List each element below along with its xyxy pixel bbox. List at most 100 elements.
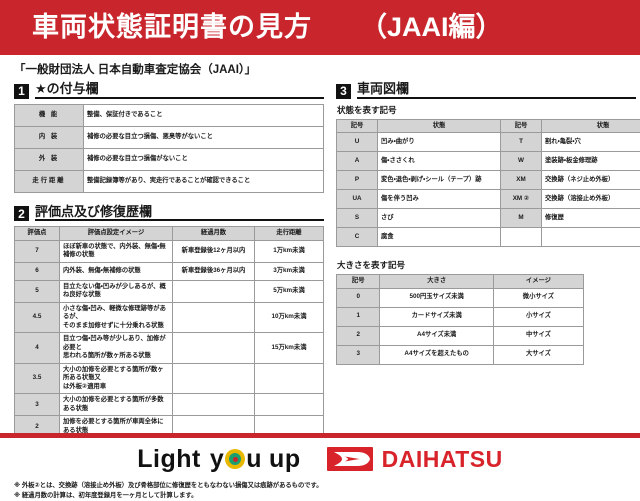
subtitle: 「一般財団法人 日本自動車査定協会（JAAI）」 bbox=[14, 61, 640, 77]
score-image: 大小の加修を必要とする箇所が数ヶ所ある状態又 は外板②適用車 bbox=[60, 363, 173, 394]
table-row: 2 A4サイズ未満 中サイズ bbox=[337, 326, 584, 345]
star-criteria-body: 機 能 整備、保証付きであること 内 装 補修の必要な目立つ損傷、悪臭等がないこ… bbox=[15, 104, 324, 192]
section2-number: 2 bbox=[14, 206, 29, 221]
score-months bbox=[173, 363, 255, 394]
score-image: 目立つ傷・凹み等が少しあり、加修が必要と 思われる箇所が数ヶ所ある状態 bbox=[60, 333, 173, 364]
symbol-left: C bbox=[337, 228, 378, 247]
table-header-row: 記号 大きさ イメージ bbox=[337, 275, 584, 289]
table-row: 外 装 補修の必要な目立つ損傷がないこと bbox=[15, 148, 324, 170]
score-months bbox=[173, 394, 255, 416]
page-title-suffix: （JAAI編） bbox=[360, 14, 503, 41]
state-left: さび bbox=[378, 209, 501, 228]
table-row: 5 目立たない傷・凹みが少しあるが、概ね良好な状態 5万km未満 bbox=[15, 280, 324, 302]
symbol-right bbox=[501, 228, 542, 247]
column-header-symbol-right: 記号 bbox=[501, 119, 542, 133]
criteria-key: 走行距離 bbox=[15, 170, 84, 192]
criteria-key: 内 装 bbox=[15, 126, 84, 148]
table-row: 3.5 大小の加修を必要とする箇所が数ヶ所ある状態又 は外板②適用車 bbox=[15, 363, 324, 394]
tagline: Light y u up bbox=[137, 447, 300, 472]
symbol-left: UA bbox=[337, 190, 378, 209]
state-symbols-body: U 凹み・曲がり T 割れ・亀裂・穴 A 傷・ささくれ W 塗装跡・板金修理跡 … bbox=[337, 133, 640, 247]
state-right: 塗装跡・板金修理跡 bbox=[542, 152, 640, 171]
table-row: 0 500円玉サイズ未満 微小サイズ bbox=[337, 288, 584, 307]
section2-heading: 2 評価点及び修復歴欄 bbox=[14, 205, 324, 222]
table-row: P 変色・退色・剥げ・シール（テープ）跡 XM 交換跡（ネジ止め外板） bbox=[337, 171, 640, 190]
score-months: 新車登録後12ヶ月以内 bbox=[173, 240, 255, 262]
size-text: A4サイズを超えたもの bbox=[380, 345, 493, 364]
table-row: U 凹み・曲がり T 割れ・亀裂・穴 bbox=[337, 133, 640, 152]
size-symbols-head: 記号 大きさ イメージ bbox=[337, 275, 584, 289]
state-left: 凹み・曲がり bbox=[378, 133, 501, 152]
brand-lockup: DAIHATSU bbox=[327, 447, 503, 471]
score-image: 小さな傷・凹み、軽微な修理跡等があるが、 そのまま加修せずに十分乗れる状態 bbox=[60, 302, 173, 333]
score-mileage bbox=[255, 394, 324, 416]
size-symbol: 3 bbox=[337, 345, 380, 364]
score-mileage: 5万km未満 bbox=[255, 280, 324, 302]
score-mileage: 15万km未満 bbox=[255, 333, 324, 364]
table-row: UA 傷を伴う凹み XM ② 交換跡（溶接止め外板） bbox=[337, 190, 640, 209]
size-image: 微小サイズ bbox=[493, 288, 583, 307]
page-title: 車両状態証明書の見方 bbox=[32, 14, 312, 41]
size-image: 小サイズ bbox=[493, 307, 583, 326]
score-months bbox=[173, 333, 255, 364]
column-header-size: 大きさ bbox=[380, 275, 493, 289]
score-value: 3.5 bbox=[15, 363, 60, 394]
state-left: 傷を伴う凹み bbox=[378, 190, 501, 209]
table-row: 4.5 小さな傷・凹み、軽微な修理跡等があるが、 そのまま加修せずに十分乗れる状… bbox=[15, 302, 324, 333]
left-column: 1 ★の付与欄 機 能 整備、保証付きであること 内 装 補修の必要な目立つ損傷… bbox=[14, 82, 324, 474]
state-symbols-head: 記号 状態 記号 状態 bbox=[337, 119, 640, 133]
table-header-row: 記号 状態 記号 状態 bbox=[337, 119, 640, 133]
state-left: 傷・ささくれ bbox=[378, 152, 501, 171]
column-header-months: 経過月数 bbox=[173, 227, 255, 241]
score-image: ほぼ新車の状態で、内外装、無傷・無補修の状態 bbox=[60, 240, 173, 262]
score-value: 5 bbox=[15, 280, 60, 302]
table-row: 3 大小の加修を必要とする箇所が多数ある状態 bbox=[15, 394, 324, 416]
table-row: 4 目立つ傷・凹み等が少しあり、加修が必要と 思われる箇所が数ヶ所ある状態 15… bbox=[15, 333, 324, 364]
size-image: 中サイズ bbox=[493, 326, 583, 345]
table-row: 内 装 補修の必要な目立つ損傷、悪臭等がないこと bbox=[15, 126, 324, 148]
column-header-size-image: イメージ bbox=[493, 275, 583, 289]
score-image: 目立たない傷・凹みが少しあるが、概ね良好な状態 bbox=[60, 280, 173, 302]
section1-title: ★の付与欄 bbox=[35, 82, 324, 99]
section3-number: 3 bbox=[336, 84, 351, 99]
star-criteria-table: 機 能 整備、保証付きであること 内 装 補修の必要な目立つ損傷、悪臭等がないこ… bbox=[14, 104, 324, 193]
score-image: 内外装、無傷・無補修の状態 bbox=[60, 262, 173, 280]
content-columns: 1 ★の付与欄 機 能 整備、保証付きであること 内 装 補修の必要な目立つ損傷… bbox=[0, 82, 640, 474]
score-months bbox=[173, 302, 255, 333]
section2-title: 評価点及び修復歴欄 bbox=[35, 205, 324, 222]
score-value: 6 bbox=[15, 262, 60, 280]
criteria-value: 整備、保証付きであること bbox=[84, 104, 324, 126]
score-mileage: 1万km未満 bbox=[255, 240, 324, 262]
column-header-symbol-left: 記号 bbox=[337, 119, 378, 133]
size-symbol: 1 bbox=[337, 307, 380, 326]
state-right: 割れ・亀裂・穴 bbox=[542, 133, 640, 152]
column-header-state-left: 状態 bbox=[378, 119, 501, 133]
section3-heading: 3 車両図欄 bbox=[336, 82, 636, 99]
right-column: 3 車両図欄 状態を表す記号 記号 状態 記号 状態 U 凹み・曲がり bbox=[336, 82, 636, 474]
criteria-value: 整備記録簿等があり、実走行であることが確認できること bbox=[84, 170, 324, 192]
footnote-line: ※ 経過月数の計算は、初年度登録月を一ヶ月として計算します。 bbox=[14, 491, 640, 501]
size-symbol: 0 bbox=[337, 288, 380, 307]
table-header-row: 評価点 評価点設定イメージ 経過月数 走行距離 bbox=[15, 227, 324, 241]
brand-name: DAIHATSU bbox=[382, 448, 503, 471]
criteria-value: 補修の必要な目立つ損傷、悪臭等がないこと bbox=[84, 126, 324, 148]
table-row: 走行距離 整備記録簿等があり、実走行であることが確認できること bbox=[15, 170, 324, 192]
target-circle-icon bbox=[225, 449, 245, 469]
section3-title: 車両図欄 bbox=[357, 82, 636, 99]
symbol-right: W bbox=[501, 152, 542, 171]
table-row: 6 内外装、無傷・無補修の状態 新車登録後36ヶ月以内 3万km未満 bbox=[15, 262, 324, 280]
column-header-image: 評価点設定イメージ bbox=[60, 227, 173, 241]
table-row: 機 能 整備、保証付きであること bbox=[15, 104, 324, 126]
score-value: 4 bbox=[15, 333, 60, 364]
criteria-value: 補修の必要な目立つ損傷がないこと bbox=[84, 148, 324, 170]
state-right: 交換跡（ネジ止め外板） bbox=[542, 171, 640, 190]
table-row: 1 カードサイズ未満 小サイズ bbox=[337, 307, 584, 326]
symbol-left: A bbox=[337, 152, 378, 171]
state-symbols-table: 記号 状態 記号 状態 U 凹み・曲がり T 割れ・亀裂・穴 A bbox=[336, 119, 640, 248]
footnote-line: ※ 外板②とは、交換跡（溶接止め外板）及び骨格部位に修復歴をともなわない損傷又は… bbox=[14, 481, 640, 491]
symbol-left: P bbox=[337, 171, 378, 190]
daihatsu-logo-icon bbox=[327, 447, 373, 471]
state-symbols-caption: 状態を表す記号 bbox=[337, 104, 636, 116]
score-image: 大小の加修を必要とする箇所が多数ある状態 bbox=[60, 394, 173, 416]
score-months: 新車登録後36ヶ月以内 bbox=[173, 262, 255, 280]
